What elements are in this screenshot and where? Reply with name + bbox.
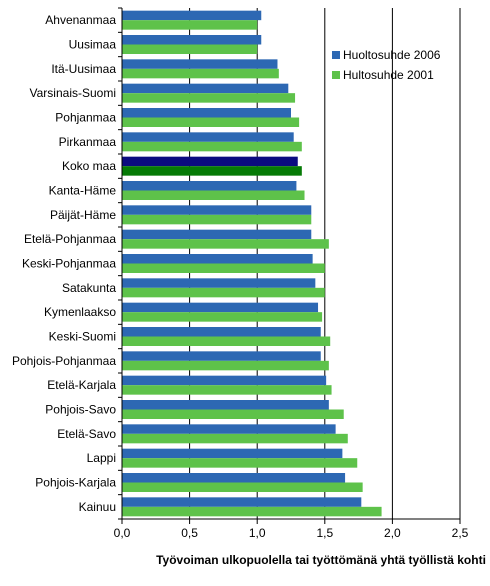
bar-pohjois-karjala-series-1 <box>122 482 363 492</box>
bar-paijat-hame-series-0 <box>122 205 312 215</box>
bar-ita-uusimaa-series-0 <box>122 59 278 69</box>
bar-koko-maa-series-1 <box>122 166 302 176</box>
x-axis-title: Työvoiman ulkopuolella tai työttömänä yh… <box>156 553 486 567</box>
category-label-keski-pohjanmaa: Keski-Pohjanmaa <box>22 257 116 271</box>
bar-uusimaa-series-1 <box>122 44 258 54</box>
bar-kymenlaakso-series-1 <box>122 312 323 322</box>
bar-pohjanmaa-series-0 <box>122 108 291 118</box>
bar-etela-pohjanmaa-series-0 <box>122 229 312 240</box>
bar-varsinais-suomi-series-0 <box>122 83 289 94</box>
category-label-ita-uusimaa: Itä-Uusimaa <box>51 62 116 76</box>
bar-keski-pohjanmaa-series-1 <box>122 263 325 273</box>
category-label-pirkanmaa: Pirkanmaa <box>59 135 117 149</box>
x-tick-label-2: 1,0 <box>249 526 266 540</box>
category-label-paijat-hame: Päijät-Häme <box>50 208 116 222</box>
category-label-pohjanmaa: Pohjanmaa <box>55 111 116 125</box>
bar-pohjois-karjala-series-0 <box>122 473 346 483</box>
legend: Huoltosuhde 2006 Hultosuhde 2001 <box>332 48 441 82</box>
x-tick-label-0: 0,0 <box>114 526 131 540</box>
bar-ahvenanmaa-series-0 <box>122 10 262 21</box>
x-tick-label-3: 1,5 <box>316 526 333 540</box>
bar-etela-karjala-series-1 <box>122 385 332 395</box>
bar-koko-maa-series-0 <box>122 156 298 167</box>
bar-pohjois-pohjanmaa-series-1 <box>122 360 329 371</box>
category-label-kymenlaakso: Kymenlaakso <box>44 305 116 319</box>
bar-etela-savo-series-0 <box>122 424 336 434</box>
x-tick-label-4: 2,0 <box>384 526 401 540</box>
bar-keski-suomi-series-0 <box>122 327 321 337</box>
bar-satakunta-series-1 <box>122 287 325 298</box>
category-label-kainuu: Kainuu <box>79 500 116 514</box>
category-label-ahvenanmaa: Ahvenanmaa <box>45 13 116 27</box>
category-label-kanta-hame: Kanta-Häme <box>49 184 117 198</box>
category-label-satakunta: Satakunta <box>62 281 116 295</box>
category-label-pohjois-savo: Pohjois-Savo <box>45 403 116 417</box>
category-label-varsinais-suomi: Varsinais-Suomi <box>30 86 116 100</box>
category-label-keski-suomi: Keski-Suomi <box>49 330 116 344</box>
legend-label-hultosuhde-2001: Hultosuhde 2001 <box>343 68 434 82</box>
category-label-uusimaa: Uusimaa <box>69 38 117 52</box>
category-label-etela-pohjanmaa: Etelä-Pohjanmaa <box>24 232 116 246</box>
bar-varsinais-suomi-series-1 <box>122 93 296 103</box>
bar-ahvenanmaa-series-1 <box>122 20 258 30</box>
category-label-pohjois-karjala: Pohjois-Karjala <box>35 476 116 490</box>
legend-label-huoltosuhde-2006: Huoltosuhde 2006 <box>343 48 441 62</box>
category-label-etela-savo: Etelä-Savo <box>57 427 116 441</box>
bar-ita-uusimaa-series-1 <box>122 68 279 79</box>
bar-kainuu-series-0 <box>122 497 362 507</box>
bar-lappi-series-1 <box>122 458 358 468</box>
bar-etela-savo-series-1 <box>122 433 348 444</box>
bar-kanta-hame-series-1 <box>122 190 305 200</box>
x-tick-labels: 0,0 0,5 1,0 1,5 2,0 2,5 <box>114 526 469 540</box>
bars <box>122 10 382 517</box>
bar-etela-pohjanmaa-series-1 <box>122 239 329 249</box>
bar-paijat-hame-series-1 <box>122 214 312 225</box>
bar-pohjois-savo-series-0 <box>122 400 329 410</box>
bar-kainuu-series-1 <box>122 506 382 517</box>
bar-lappi-series-0 <box>122 448 343 459</box>
bar-pirkanmaa-series-1 <box>122 141 302 152</box>
bar-keski-pohjanmaa-series-0 <box>122 254 313 264</box>
bar-pohjois-pohjanmaa-series-0 <box>122 351 321 361</box>
bar-pirkanmaa-series-0 <box>122 132 294 142</box>
x-tick-label-5: 2,5 <box>452 526 469 540</box>
bar-satakunta-series-0 <box>122 278 316 288</box>
legend-swatch-huoltosuhde-2006 <box>332 51 340 59</box>
category-label-etela-karjala: Etelä-Karjala <box>47 378 116 392</box>
bar-kanta-hame-series-0 <box>122 181 297 191</box>
bar-pohjois-savo-series-1 <box>122 409 344 419</box>
category-label-koko-maa: Koko maa <box>62 159 116 173</box>
category-label-lappi: Lappi <box>87 451 116 465</box>
bar-keski-suomi-series-1 <box>122 336 331 346</box>
category-labels: Ahvenanmaa Uusimaa Itä-Uusimaa Varsinais-Su… <box>12 13 116 514</box>
bar-pohjanmaa-series-1 <box>122 117 300 127</box>
bar-kymenlaakso-series-0 <box>122 302 319 313</box>
bar-uusimaa-series-0 <box>122 35 262 45</box>
axes <box>118 7 461 524</box>
x-tick-label-1: 0,5 <box>181 526 198 540</box>
legend-swatch-hultosuhde-2001 <box>332 71 340 79</box>
bar-etela-karjala-series-0 <box>122 375 327 386</box>
category-label-pohjois-pohjanmaa: Pohjois-Pohjanmaa <box>12 354 116 368</box>
